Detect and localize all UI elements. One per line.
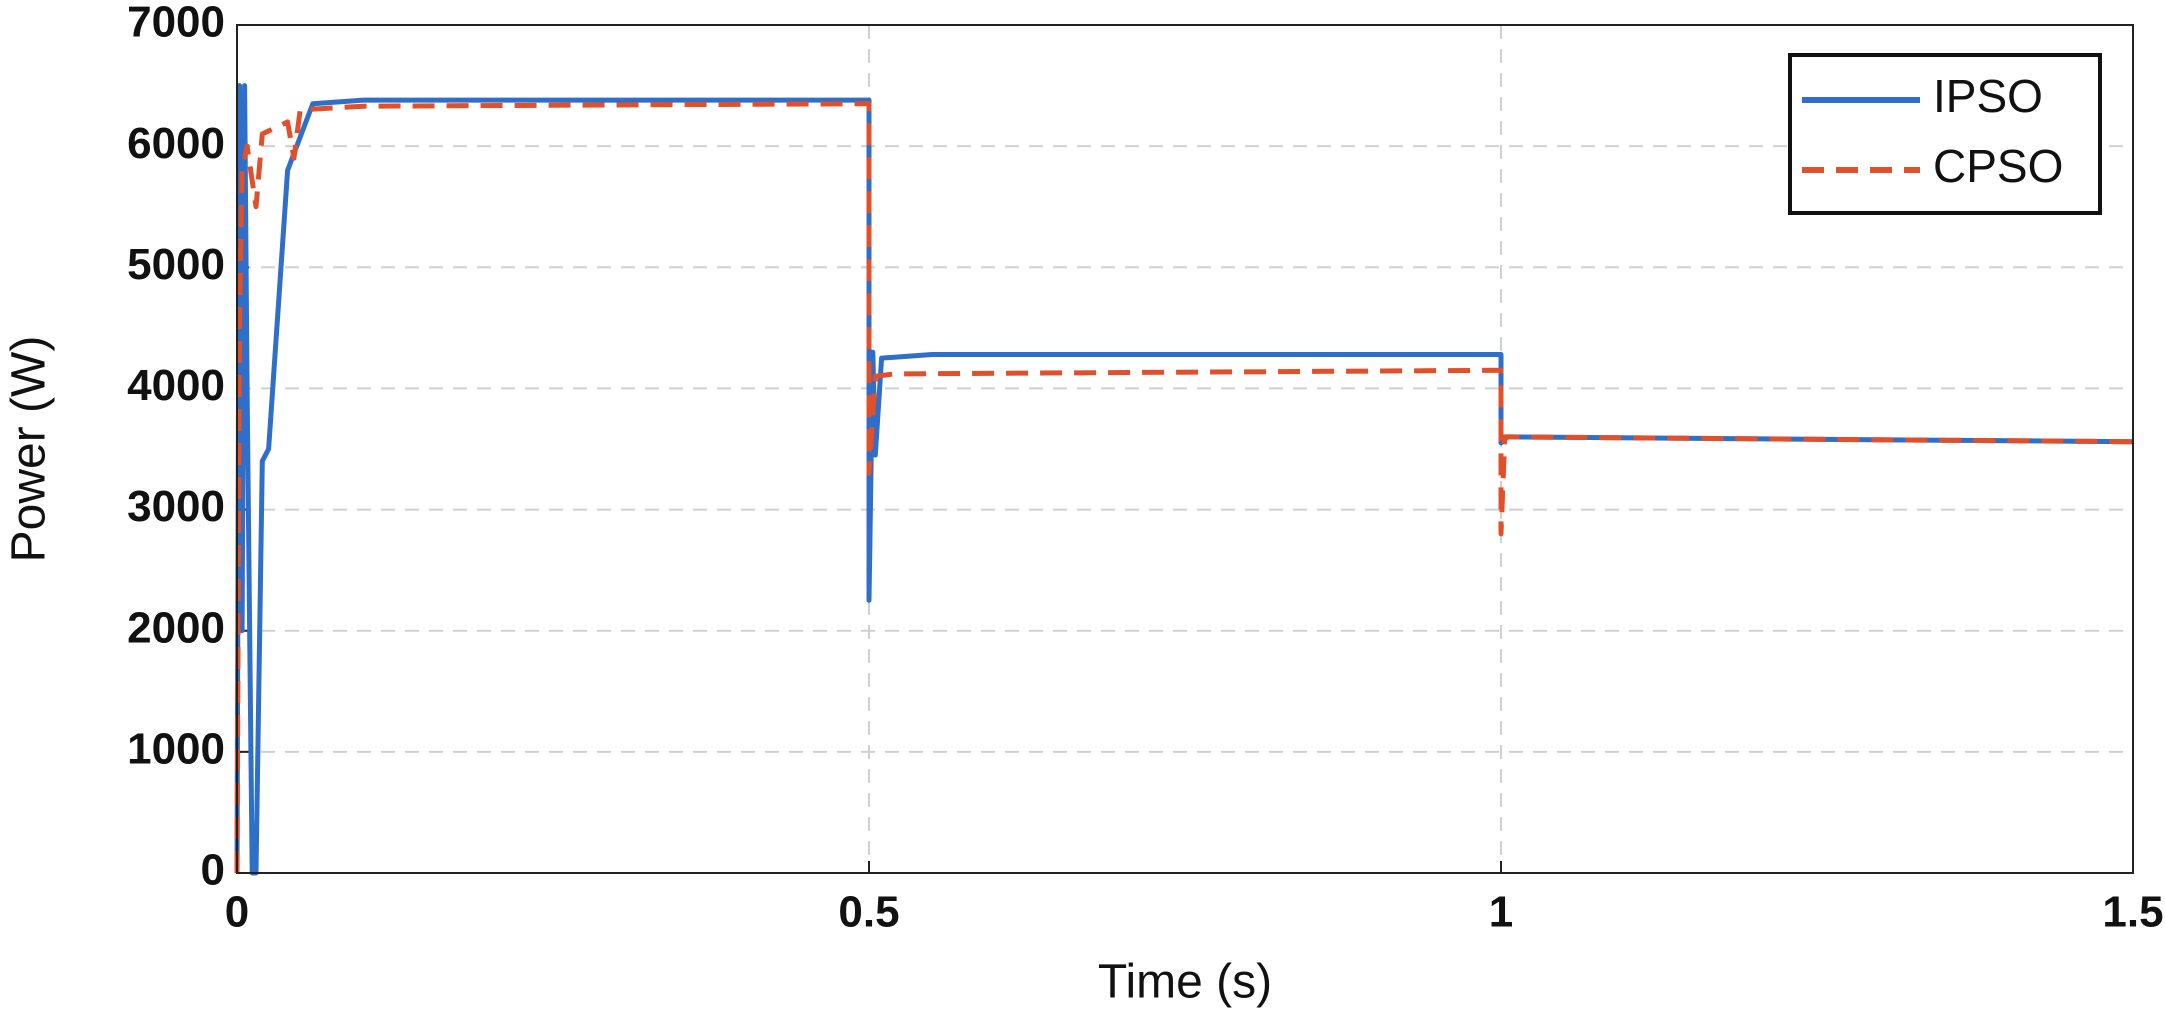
y-tick-label: 5000	[127, 240, 225, 289]
x-tick-label: 0	[225, 888, 249, 937]
x-tick-label: 1	[1489, 888, 1513, 937]
x-tick-label: 1.5	[2102, 888, 2163, 937]
plot-frame	[236, 24, 2134, 874]
line-series	[234, 101, 2134, 874]
line-series	[234, 83, 2134, 876]
legend-label: IPSO	[1933, 70, 2043, 122]
y-tick-label: 4000	[127, 361, 225, 410]
x-tick-label: 0.5	[838, 888, 899, 937]
y-tick-label: 3000	[127, 482, 225, 531]
y-tick-label: 7000	[127, 0, 225, 47]
y-tick-label: 1000	[127, 724, 225, 773]
x-axis-label: Time (s)	[1098, 956, 1272, 1009]
legend-box	[1788, 53, 2102, 215]
legend: IPSO CPSO	[1788, 53, 2102, 215]
y-axis-label: Power (W)	[3, 336, 56, 563]
y-tick-label: 6000	[127, 119, 225, 168]
y-tick-label: 2000	[127, 603, 225, 652]
y-tick-label: 0	[201, 846, 225, 895]
legend-label: CPSO	[1933, 140, 2063, 192]
